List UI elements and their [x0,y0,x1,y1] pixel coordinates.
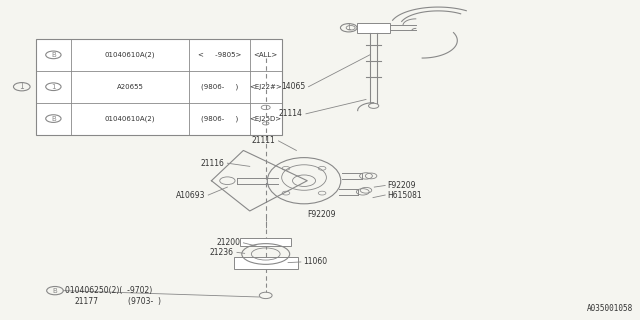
Text: <EJ25D>: <EJ25D> [250,116,282,122]
Text: B: B [52,288,58,294]
Text: 14065: 14065 [281,82,305,91]
Text: H615081: H615081 [387,190,422,200]
Text: A10693: A10693 [175,190,205,200]
Text: (9806-     ): (9806- ) [201,115,238,122]
Text: <     -9805>: < -9805> [198,52,241,58]
Text: 1: 1 [51,84,56,90]
Text: B: B [51,116,56,122]
Text: 21114: 21114 [279,109,303,118]
Bar [240,238,291,246]
Text: 21236: 21236 [210,248,234,257]
Bar [234,257,298,269]
Text: 21111: 21111 [252,136,275,145]
Text: 1: 1 [19,82,24,91]
Text: (9703-  ): (9703- ) [129,297,161,306]
Text: F92209: F92209 [387,181,415,190]
Text: A20655: A20655 [116,84,143,90]
Text: 21177: 21177 [74,297,98,306]
Text: <ALL>: <ALL> [253,52,278,58]
Text: 21116: 21116 [200,159,224,168]
Text: 11060: 11060 [303,258,327,267]
Text: 010406250(2)(  -9702): 010406250(2)( -9702) [65,286,152,295]
Text: A035001058: A035001058 [587,304,633,313]
Text: 21200: 21200 [216,238,240,247]
Bar [36,39,282,134]
Text: B: B [51,52,56,58]
Text: <EJ22#>: <EJ22#> [250,84,282,90]
Bar [357,23,390,33]
Text: (9806-     ): (9806- ) [201,84,238,90]
Text: 01040610A(2): 01040610A(2) [105,115,156,122]
Text: 01040610A(2): 01040610A(2) [105,52,156,58]
Text: 1: 1 [346,23,351,32]
Text: F92209: F92209 [307,210,336,219]
